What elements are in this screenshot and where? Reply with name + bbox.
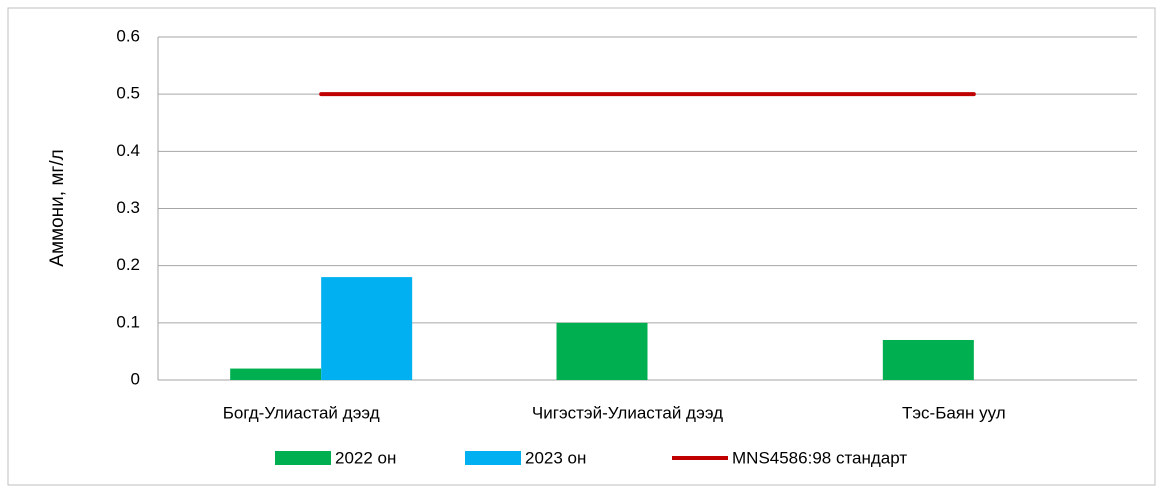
y-tick-label: 0.6 <box>116 26 140 45</box>
y-tick-label: 0 <box>131 369 140 388</box>
bar <box>321 277 413 380</box>
y-tick-label: 0.4 <box>116 141 140 160</box>
y-tick-label: 0.5 <box>116 84 140 103</box>
bar <box>230 368 322 380</box>
y-axis-label: Аммони, мг/л <box>47 149 68 266</box>
bar <box>882 339 974 380</box>
y-tick-label: 0.3 <box>116 198 140 217</box>
y-tick-label: 0.1 <box>116 312 140 331</box>
chart-frame <box>7 7 1156 486</box>
legend-swatch <box>275 451 331 465</box>
legend-label: 2022 он <box>335 448 396 467</box>
legend-label: 2023 он <box>525 448 586 467</box>
x-tick-label: Чигэстэй-Улиастай дээд <box>532 403 723 422</box>
y-tick-label: 0.2 <box>116 255 140 274</box>
legend-label: MNS4586:98 стандарт <box>732 448 907 467</box>
legend-swatch <box>465 451 521 465</box>
bar <box>556 322 648 380</box>
x-tick-label: Богд-Улиастай дээд <box>223 403 380 422</box>
x-tick-label: Тэс-Баян уул <box>902 403 1006 422</box>
